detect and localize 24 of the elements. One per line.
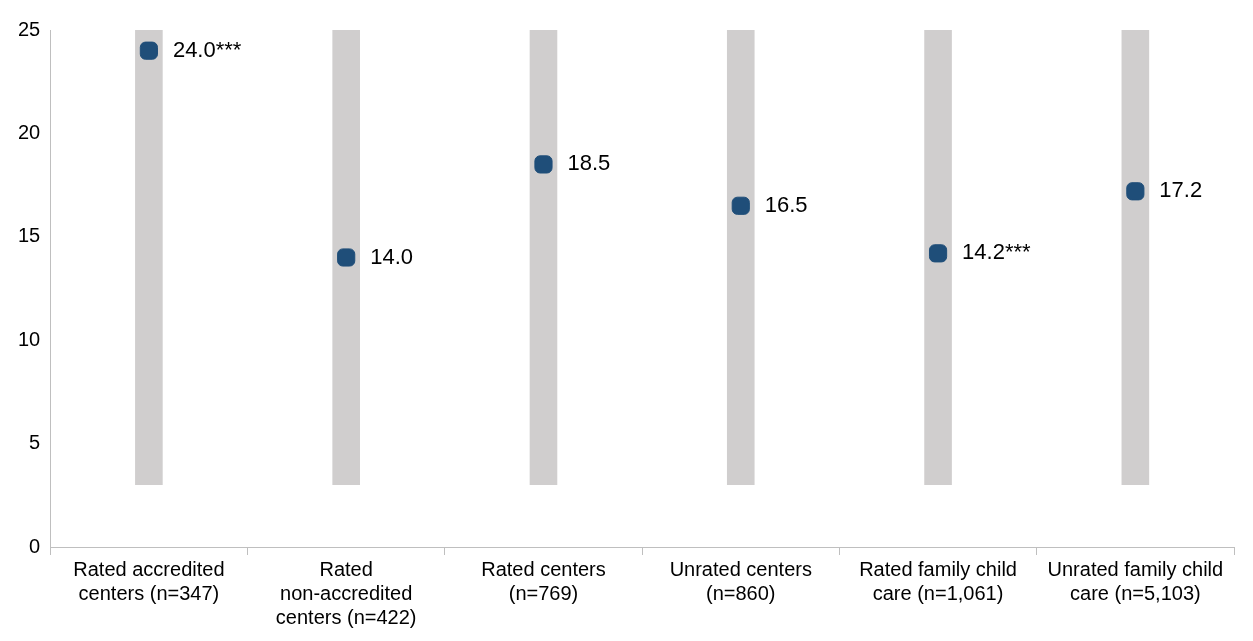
data-label: 16.5: [764, 191, 808, 217]
x-tick-label: Unrated family child care (n=5,103): [1047, 557, 1224, 604]
y-tick-label: 10: [18, 327, 41, 350]
point: [731, 196, 750, 215]
data-label: 18.5: [567, 150, 611, 176]
point: [139, 41, 158, 60]
x-tick-label: Rated accredited centers (n=347): [73, 557, 225, 604]
x-tick-label: Rated non-accredited centers (n=422): [275, 557, 417, 628]
data-label: 14.2***: [962, 239, 1031, 265]
data-label: 24.0***: [172, 36, 242, 62]
y-tick-label: 15: [18, 224, 41, 247]
x-tick-label: Rated family child care (n=1,061): [859, 557, 1017, 604]
point: [534, 155, 553, 174]
y-tick-label: 5: [29, 431, 41, 454]
point: [1126, 182, 1145, 201]
point: [337, 248, 356, 267]
data-label: 17.2: [1159, 177, 1203, 203]
x-tick-label: Unrated centers (n=860): [669, 557, 812, 604]
y-tick-label: 25: [18, 17, 41, 40]
y-tick-label: 0: [29, 534, 41, 557]
y-tick-label: 20: [18, 120, 41, 143]
x-tick-label: Rated centers (n=769): [481, 557, 606, 604]
point: [928, 244, 948, 263]
data-label: 14.0: [370, 243, 414, 269]
